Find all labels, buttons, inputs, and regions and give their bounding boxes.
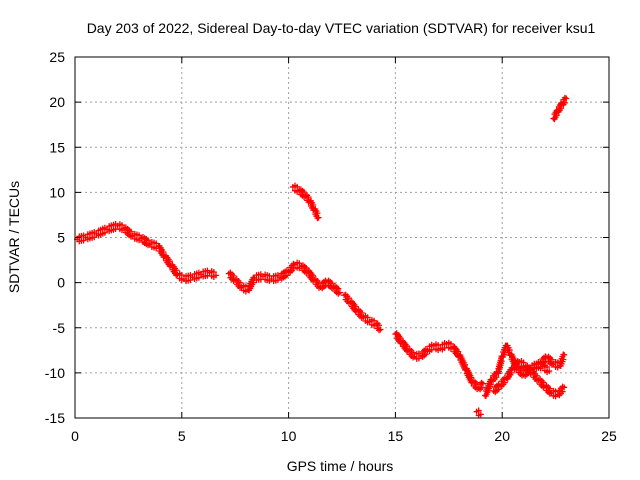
data-point [314, 210, 321, 217]
data-series [341, 291, 384, 334]
y-tick-label: -10 [45, 365, 65, 381]
data-point [377, 326, 384, 333]
data-point [493, 374, 500, 381]
data-series [392, 330, 486, 393]
data-series [225, 259, 343, 297]
y-ticks: -15 -10 -5 0 5 10 15 20 25 [45, 49, 609, 426]
y-tick-label: 0 [57, 275, 65, 291]
data-point [560, 356, 567, 363]
data-point [166, 258, 173, 265]
data-point [422, 351, 429, 358]
data-point [501, 379, 508, 386]
data-point [479, 380, 486, 387]
data-point [477, 411, 484, 418]
data-point [336, 289, 343, 296]
x-tick-label: 10 [281, 428, 297, 444]
data-point [371, 317, 378, 324]
data-point [553, 112, 560, 119]
data-point [475, 407, 482, 414]
data-point [561, 351, 568, 358]
x-ticks: 0 5 10 15 20 25 [71, 57, 617, 444]
data-point [364, 314, 371, 321]
chart-title: Day 203 of 2022, Sidereal Day-to-day VTE… [87, 20, 596, 36]
x-tick-label: 15 [388, 428, 404, 444]
data-point [397, 335, 404, 342]
data-point [561, 99, 568, 106]
data-point [315, 214, 322, 221]
data-point [296, 260, 303, 267]
data-point [520, 359, 527, 366]
y-tick-label: 5 [57, 230, 65, 246]
data-point [173, 272, 180, 279]
data-point [540, 379, 547, 386]
data-point [301, 189, 308, 196]
y-tick-label: 20 [49, 94, 65, 110]
data-point [546, 368, 553, 375]
y-tick-label: 10 [49, 184, 65, 200]
x-tick-label: 5 [178, 428, 186, 444]
data-series [74, 220, 219, 285]
y-tick-label: 15 [49, 139, 65, 155]
data-point [552, 388, 559, 395]
data-point [559, 388, 566, 395]
x-tick-label: 25 [601, 428, 617, 444]
y-tick-label: -5 [53, 320, 66, 336]
data-series [490, 358, 568, 400]
data-point [91, 234, 98, 241]
x-axis-label: GPS time / hours [287, 458, 394, 474]
data-point [478, 384, 485, 391]
data-point [230, 272, 237, 279]
data-point [561, 384, 568, 391]
data-point [290, 265, 297, 272]
data-point [283, 272, 290, 279]
data-point [195, 274, 202, 281]
data-point [303, 264, 310, 271]
data-series [289, 182, 322, 222]
data-point [118, 222, 125, 229]
y-tick-label: -15 [45, 410, 65, 426]
data-point [487, 381, 494, 388]
y-axis-label: SDTVAR / TECUs [6, 181, 22, 293]
data-point [250, 279, 257, 286]
data-point [535, 363, 542, 370]
y-tick-label: 25 [49, 49, 65, 65]
data-point [237, 279, 244, 286]
data-point [461, 361, 468, 368]
data-point [508, 369, 515, 376]
x-tick-label: 20 [494, 428, 510, 444]
data-point [557, 105, 564, 112]
data-point [153, 240, 160, 247]
data-series [550, 94, 570, 123]
data-point [101, 229, 108, 236]
data-series [531, 351, 568, 372]
data-points [74, 94, 570, 419]
data-point [563, 95, 570, 102]
data-point [212, 272, 219, 279]
data-point [145, 237, 152, 244]
data-point [495, 386, 502, 393]
x-tick-label: 0 [71, 428, 79, 444]
